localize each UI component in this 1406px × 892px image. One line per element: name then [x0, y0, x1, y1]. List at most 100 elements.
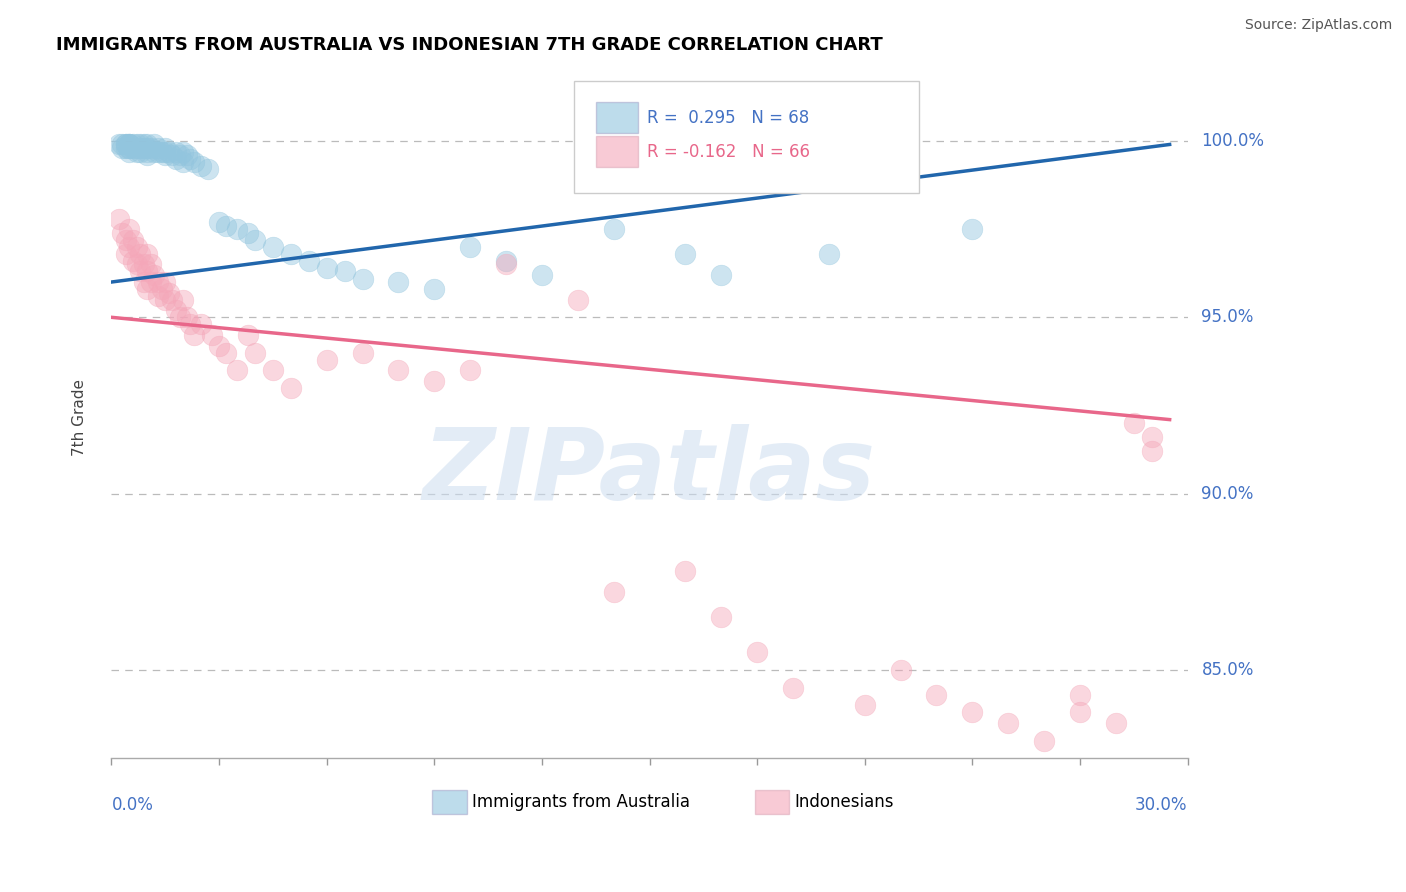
Point — [114, 137, 136, 152]
Point — [136, 282, 159, 296]
Point — [172, 293, 194, 307]
Point — [118, 145, 141, 159]
FancyBboxPatch shape — [596, 136, 638, 168]
Point — [155, 275, 177, 289]
Point — [280, 381, 302, 395]
Point — [710, 268, 733, 282]
Point — [111, 137, 134, 152]
Point — [236, 226, 259, 240]
Point — [132, 137, 155, 152]
Point — [176, 148, 198, 162]
Point — [423, 282, 446, 296]
Point — [125, 141, 148, 155]
Point — [745, 645, 768, 659]
Point — [172, 145, 194, 159]
FancyBboxPatch shape — [574, 81, 918, 194]
Point — [190, 159, 212, 173]
Point — [215, 345, 238, 359]
Point — [143, 137, 166, 152]
Point — [118, 240, 141, 254]
Point — [495, 257, 517, 271]
Point — [458, 240, 481, 254]
Point — [122, 137, 145, 152]
Point — [530, 268, 553, 282]
Point — [243, 345, 266, 359]
Point — [280, 247, 302, 261]
Point — [1105, 715, 1128, 730]
Point — [243, 233, 266, 247]
Point — [190, 318, 212, 332]
Point — [118, 137, 141, 152]
Point — [136, 137, 159, 152]
Point — [782, 681, 804, 695]
Point — [165, 303, 187, 318]
Point — [236, 327, 259, 342]
Point — [673, 247, 696, 261]
Point — [136, 247, 159, 261]
Text: 30.0%: 30.0% — [1135, 796, 1188, 814]
Point — [179, 318, 201, 332]
Point — [1069, 688, 1091, 702]
Point — [1140, 430, 1163, 444]
Point — [602, 222, 624, 236]
Point — [201, 327, 224, 342]
Point — [155, 145, 177, 159]
Point — [495, 253, 517, 268]
Point — [315, 260, 337, 275]
Point — [129, 145, 152, 159]
Point — [208, 215, 231, 229]
Point — [132, 141, 155, 155]
Text: 95.0%: 95.0% — [1202, 309, 1254, 326]
Text: ZIPatlas: ZIPatlas — [423, 424, 876, 521]
Point — [136, 141, 159, 155]
Point — [139, 141, 162, 155]
Point — [146, 275, 169, 289]
Point — [962, 222, 984, 236]
Point — [179, 152, 201, 166]
Point — [183, 155, 205, 169]
Text: 85.0%: 85.0% — [1202, 661, 1254, 679]
Point — [114, 141, 136, 155]
Point — [315, 352, 337, 367]
Point — [387, 275, 409, 289]
Point — [208, 338, 231, 352]
Point — [155, 141, 177, 155]
Point — [111, 141, 134, 155]
Point — [139, 275, 162, 289]
Point — [818, 247, 841, 261]
Point — [122, 233, 145, 247]
Point — [125, 145, 148, 159]
Text: Indonesians: Indonesians — [794, 793, 894, 811]
Text: R = -0.162   N = 66: R = -0.162 N = 66 — [647, 143, 810, 161]
Point — [962, 706, 984, 720]
Point — [146, 145, 169, 159]
Point — [165, 145, 187, 159]
Point — [853, 698, 876, 713]
Point — [118, 137, 141, 152]
Point — [157, 145, 180, 159]
Point — [226, 222, 249, 236]
Point — [146, 289, 169, 303]
Point — [197, 162, 219, 177]
Point — [129, 247, 152, 261]
Point — [169, 148, 191, 162]
Text: 100.0%: 100.0% — [1202, 132, 1264, 150]
Point — [352, 345, 374, 359]
Text: 0.0%: 0.0% — [111, 796, 153, 814]
Point — [143, 268, 166, 282]
Point — [107, 137, 129, 152]
Point — [118, 222, 141, 236]
Point — [162, 293, 184, 307]
Point — [118, 141, 141, 155]
Point — [165, 152, 187, 166]
Point — [1033, 733, 1056, 747]
Point — [155, 148, 177, 162]
Text: Source: ZipAtlas.com: Source: ZipAtlas.com — [1244, 18, 1392, 32]
Point — [125, 257, 148, 271]
Point — [155, 293, 177, 307]
Point — [125, 240, 148, 254]
Point — [169, 310, 191, 325]
Point — [136, 145, 159, 159]
Point — [673, 564, 696, 578]
Point — [143, 145, 166, 159]
